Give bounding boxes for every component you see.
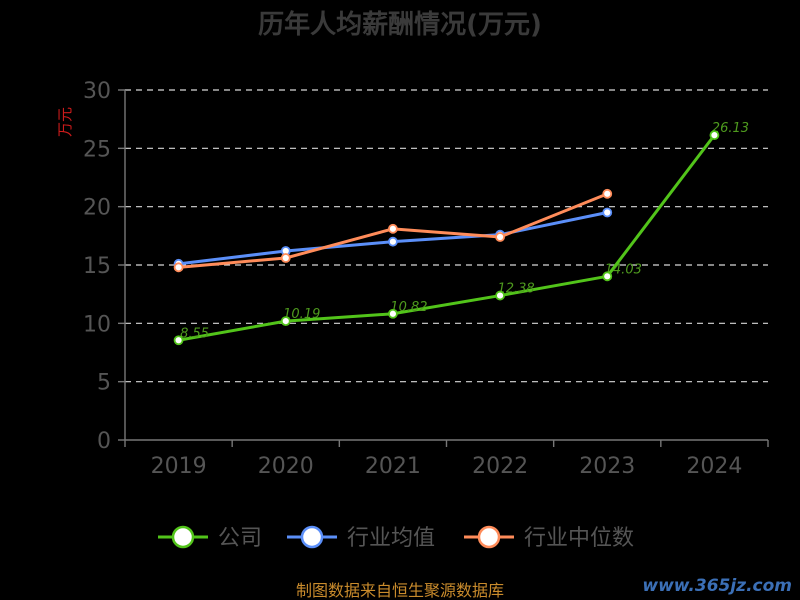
y-axis-label: 万元 [56, 107, 74, 137]
x-tick-label: 2019 [151, 454, 207, 479]
x-tick-label: 2023 [579, 454, 635, 479]
data-source-note: 制图数据来自恒生聚源数据库 [296, 581, 504, 600]
x-tick-label: 2024 [686, 454, 742, 479]
legend-item[interactable]: 公司 [158, 525, 262, 551]
x-tick-label: 2022 [472, 454, 528, 479]
data-point[interactable] [602, 271, 613, 282]
data-label: 26.13 [712, 121, 749, 136]
y-tick-label: 30 [83, 79, 111, 104]
data-point[interactable] [173, 335, 184, 346]
series-0: 8.55 10.19 10.82 12.38 14.03 26.13 [173, 121, 749, 346]
data-point[interactable] [495, 290, 505, 301]
x-tick-label: 2021 [365, 454, 421, 479]
chart-title: 历年人均薪酬情况(万元) [258, 9, 542, 40]
y-tick-label: 5 [97, 371, 111, 396]
grid-lines [125, 89, 768, 383]
data-label: 14.03 [605, 262, 642, 277]
y-tick-label: 20 [83, 196, 111, 221]
legend-item[interactable]: 行业均值 [287, 525, 435, 551]
x-tick-labels: 2019 2020 2021 2022 2023 2024 [124, 440, 769, 479]
legend-label: 行业均值 [347, 526, 435, 551]
legend-item[interactable]: 行业中位数 [464, 525, 634, 551]
data-point[interactable] [173, 262, 184, 273]
data-point[interactable] [280, 316, 291, 327]
legend-label: 行业中位数 [524, 526, 634, 551]
y-tick-label: 0 [97, 429, 111, 454]
data-point[interactable] [280, 253, 291, 263]
data-point[interactable] [602, 188, 613, 199]
y-tick-label: 25 [83, 137, 111, 162]
series-2 [173, 188, 613, 273]
legend-marker [300, 525, 324, 549]
data-label: 10.19 [283, 307, 320, 322]
data-label: 10.82 [390, 300, 427, 315]
watermark-text: www.365jz.com [642, 576, 792, 596]
data-point[interactable] [388, 308, 398, 319]
y-tick-label: 10 [83, 312, 111, 337]
legend-marker [477, 525, 501, 549]
data-point[interactable] [388, 236, 398, 247]
legend-label: 公司 [218, 526, 262, 551]
y-tick-label: 15 [83, 254, 111, 279]
legend[interactable]: 公司 行业均值 行业中位数 [158, 525, 634, 551]
data-point[interactable] [602, 207, 613, 218]
series-line [178, 134, 716, 342]
legend-marker [171, 525, 195, 549]
data-point[interactable] [495, 232, 505, 242]
x-tick-label: 2020 [258, 454, 314, 479]
data-label: 12.38 [497, 282, 534, 297]
y-tick-labels: 0 5 10 15 20 25 30 [83, 79, 125, 454]
data-point[interactable] [709, 130, 720, 141]
data-label: 8.55 [180, 326, 209, 341]
series-group: 8.55 10.19 10.82 12.38 14.03 26.13 [173, 121, 749, 346]
data-point[interactable] [388, 223, 398, 234]
